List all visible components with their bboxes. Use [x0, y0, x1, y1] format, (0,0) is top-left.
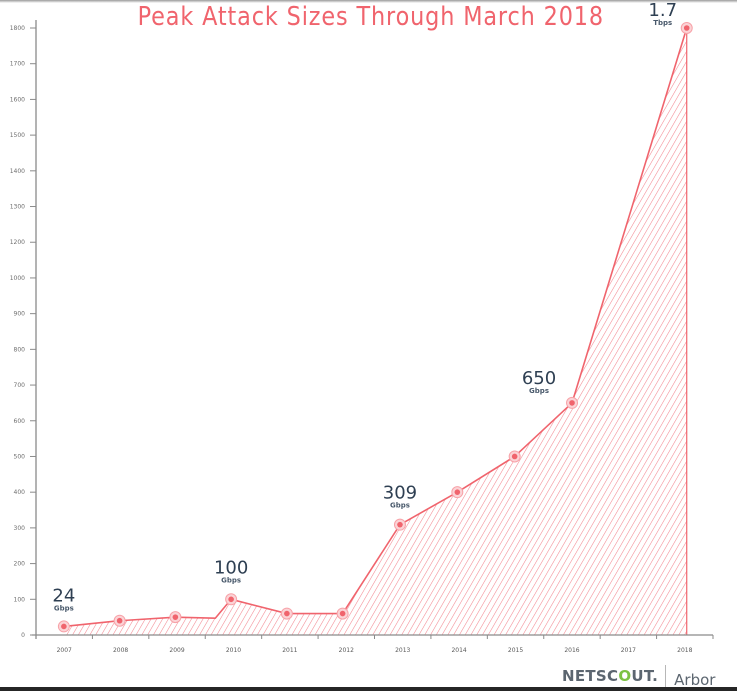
axes: 0 100 200 300 400 500 600 700 800 900 1000 1200 1300…: [10, 20, 714, 654]
area-fill: [63, 28, 688, 635]
x-tick-label: 2018: [677, 647, 692, 654]
netscout-wordmark: NETSCOUT.: [562, 667, 659, 685]
annotation-unit: Tbps: [653, 19, 672, 27]
annotation-unit: Gbps: [390, 502, 410, 510]
y-tick-label: 600: [14, 418, 26, 425]
x-tick-label: 2014: [451, 647, 466, 654]
annotation-value: 1.7: [648, 0, 677, 21]
data-point: [61, 623, 67, 630]
data-point: [339, 610, 346, 617]
data-point: [116, 617, 123, 624]
x-tick-label: 2016: [564, 647, 579, 654]
y-tick-label: 1300: [10, 204, 25, 211]
annotation-unit: Gbps: [529, 387, 549, 395]
annotation-value: 100: [214, 557, 248, 578]
y-tick-label: 1700: [10, 61, 25, 68]
x-tick-label: 2010: [226, 647, 241, 654]
annotation-value: 24: [52, 585, 75, 606]
x-tick-label: 2007: [57, 647, 72, 654]
logo-divider: [665, 665, 667, 687]
y-tick-label: 500: [14, 453, 26, 460]
data-point: [397, 521, 403, 528]
y-tick-label: 1000: [10, 275, 25, 282]
y-tick-label: 400: [14, 489, 26, 496]
netscout-arbor-logo: NETSCOUT. Arbor: [562, 665, 716, 689]
y-tick-label: 700: [14, 382, 26, 389]
y-tick-label: 1600: [10, 96, 25, 103]
data-line: [63, 27, 688, 628]
x-tick-label: 2009: [169, 647, 184, 654]
bottom-bar: [0, 687, 737, 691]
annotation-unit: Gbps: [54, 604, 74, 612]
logo-green-o: O: [618, 667, 632, 685]
x-tick-label: 2008: [113, 647, 128, 654]
data-point: [228, 596, 234, 603]
data-point: [683, 25, 690, 31]
y-tick-label: 900: [14, 311, 26, 318]
data-points: [57, 22, 693, 633]
annotation-unit: Gbps: [221, 576, 241, 584]
y-tick-label: 1200: [10, 239, 25, 246]
x-tick-label: 2017: [621, 647, 636, 654]
top-shade: [0, 0, 737, 3]
annotation-value: 650: [522, 368, 556, 389]
annotation-value: 309: [383, 483, 417, 504]
data-point: [172, 614, 179, 620]
data-point: [284, 610, 290, 617]
x-tick-label: 2015: [508, 647, 523, 654]
chart-title: Peak Attack Sizes Through March 2018: [137, 2, 604, 32]
data-point: [511, 453, 518, 460]
y-tick-label: 1800: [10, 25, 25, 32]
data-point: [569, 400, 575, 406]
series-line: [63, 27, 688, 628]
y-tick-label: 800: [14, 346, 26, 353]
y-tick-label: 1500: [10, 132, 25, 139]
x-tick-label: 2013: [395, 647, 410, 654]
y-tick-label: 200: [14, 561, 26, 568]
arbor-wordmark: Arbor: [674, 671, 716, 689]
y-tick-label: 100: [14, 596, 26, 603]
y-tick-label: 1400: [10, 168, 25, 175]
data-point: [454, 489, 461, 495]
hatched-area: [63, 28, 687, 635]
y-tick-label: 300: [14, 525, 26, 532]
x-tick-label: 2012: [339, 647, 354, 654]
x-tick-label: 2011: [282, 647, 297, 654]
y-tick-label: 0: [21, 632, 25, 639]
